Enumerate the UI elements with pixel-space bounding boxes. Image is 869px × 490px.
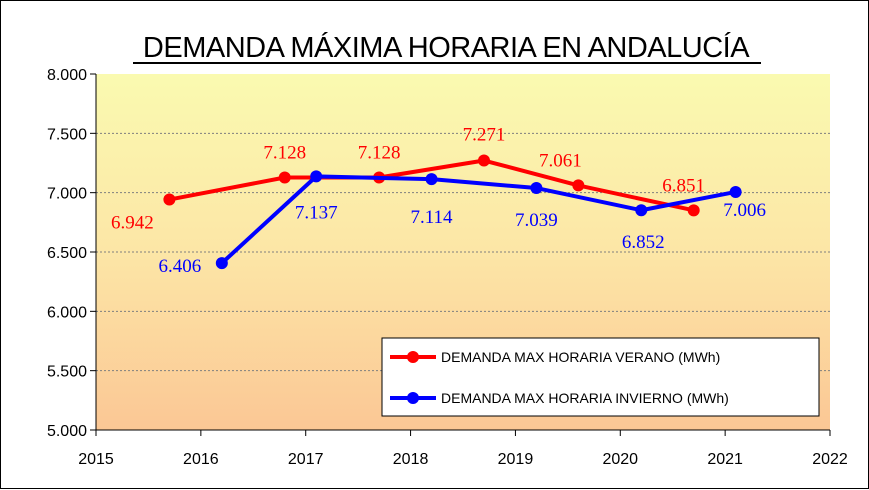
legend: DEMANDA MAX HORARIA VERANO (MWh) DEMANDA… (381, 337, 820, 417)
data-point-invierno (729, 185, 742, 198)
chart-title: DEMANDA MÁXIMA HORARIA EN ANDALUCÍA (143, 31, 750, 64)
legend-label-verano: DEMANDA MAX HORARIA VERANO (MWh) (441, 349, 720, 365)
legend-marker-invierno (407, 392, 419, 404)
y-tick-label: 5.000 (47, 423, 87, 440)
y-tick-label: 5.500 (47, 364, 87, 381)
data-label-invierno: 7.039 (515, 210, 558, 231)
data-label-verano: 6.942 (111, 213, 154, 234)
x-tick-label: 2016 (183, 451, 219, 468)
y-tick-label: 6.500 (47, 245, 87, 262)
legend-label-invierno: DEMANDA MAX HORARIA INVIERNO (MWh) (441, 390, 729, 406)
x-tick-label: 2022 (812, 451, 848, 468)
data-label-invierno: 7.114 (411, 207, 454, 228)
data-label-verano: 7.128 (358, 142, 401, 163)
data-label-verano: 6.851 (662, 175, 705, 196)
axes (90, 73, 831, 436)
y-tick-label: 7.000 (47, 186, 87, 203)
data-point-invierno (635, 204, 648, 217)
data-point-verano (687, 204, 700, 217)
y-tick-label: 6.000 (47, 304, 87, 321)
y-tick-label: 8.000 (47, 67, 87, 84)
x-tick-label: 2021 (707, 451, 743, 468)
data-label-verano: 7.061 (539, 150, 582, 171)
data-point-verano (477, 154, 490, 167)
x-tick-label: 2017 (288, 451, 324, 468)
data-label-verano: 7.271 (463, 125, 506, 146)
legend-box (381, 337, 820, 417)
data-labels: 6.942 7.128 7.128 7.271 7.061 6.851 6.406 7.137… (111, 125, 766, 278)
x-tick-label: 2019 (498, 451, 534, 468)
data-label-invierno: 6.406 (158, 256, 201, 277)
series-line-verano (169, 158, 695, 213)
data-point-verano (278, 171, 291, 184)
x-tick-labels: 2015 2016 2017 2018 2019 2020 2021 2022 (78, 451, 848, 468)
data-point-verano (572, 179, 585, 192)
data-point-verano (163, 193, 176, 206)
data-point-invierno (425, 173, 438, 186)
data-label-verano: 7.128 (263, 142, 306, 163)
data-label-invierno: 6.852 (622, 232, 665, 253)
data-label-invierno: 7.006 (723, 200, 766, 221)
data-label-invierno: 7.137 (295, 202, 338, 223)
series-group (163, 154, 742, 270)
x-tick-label: 2020 (602, 451, 638, 468)
data-point-invierno (530, 182, 543, 195)
data-point-invierno (310, 170, 323, 183)
legend-marker-verano (407, 351, 419, 363)
y-tick-label: 7.500 (47, 126, 87, 143)
series-line-invierno (220, 174, 737, 265)
y-tick-labels: 5.000 5.500 6.000 6.500 7.000 7.500 8.000 (47, 67, 87, 440)
x-tick-label: 2018 (393, 451, 429, 468)
x-tick-label: 2015 (78, 451, 114, 468)
data-point-invierno (215, 257, 228, 270)
